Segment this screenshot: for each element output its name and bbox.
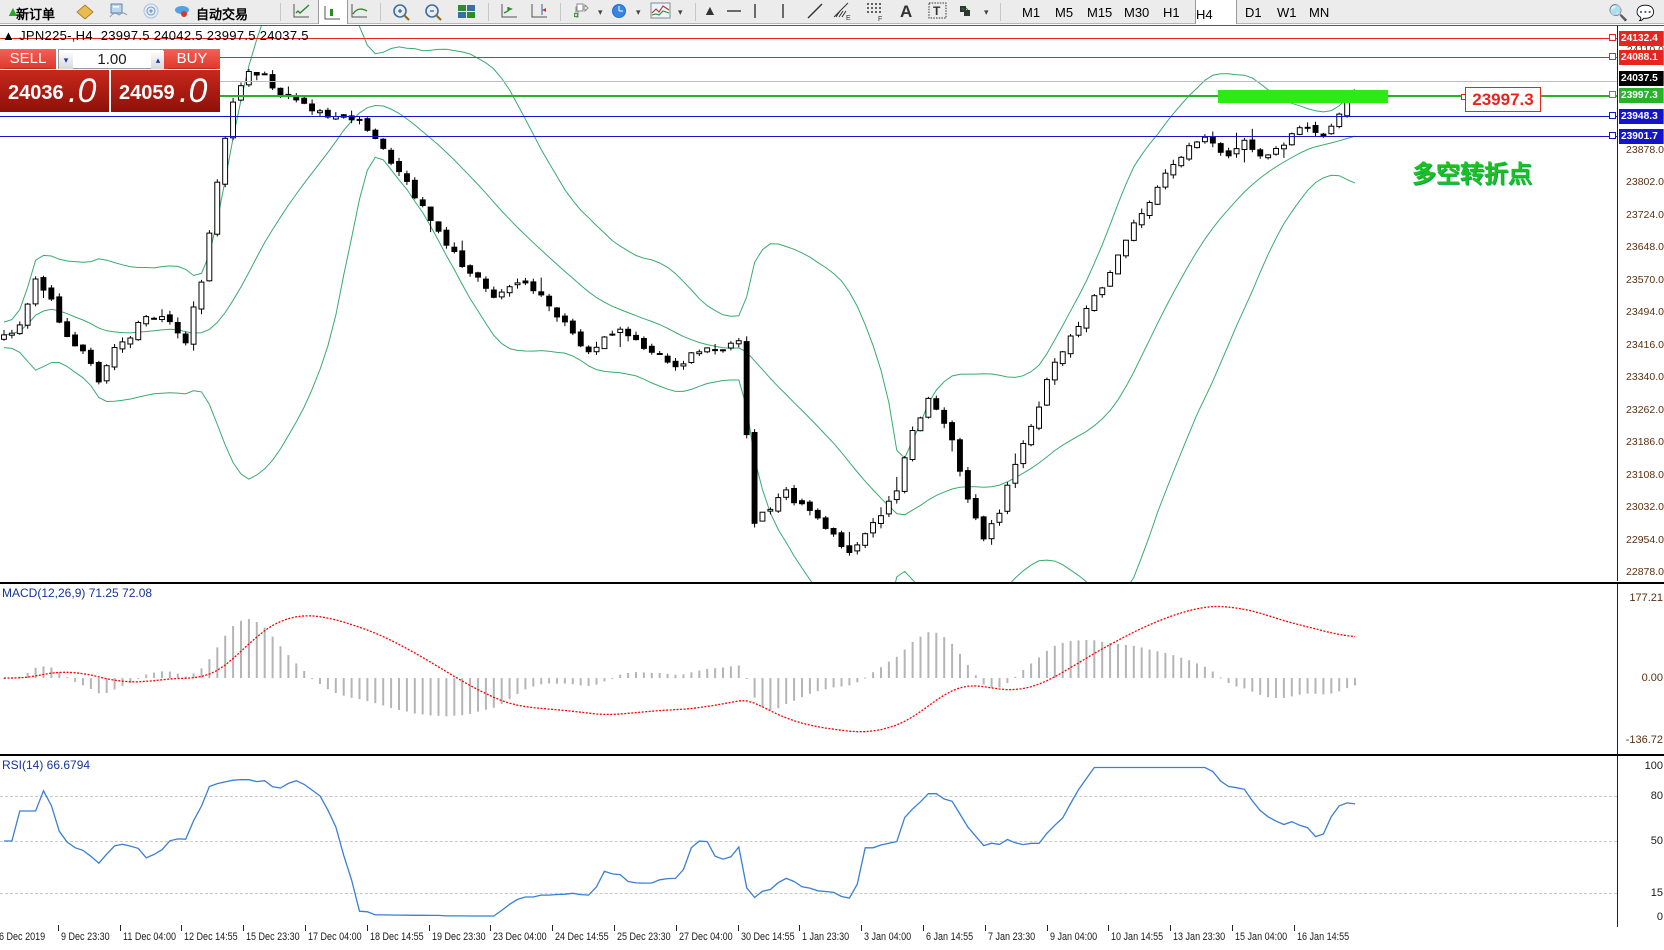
svg-text:F: F (878, 16, 882, 21)
svg-text:E: E (846, 15, 851, 21)
svg-text:T: T (933, 4, 941, 18)
